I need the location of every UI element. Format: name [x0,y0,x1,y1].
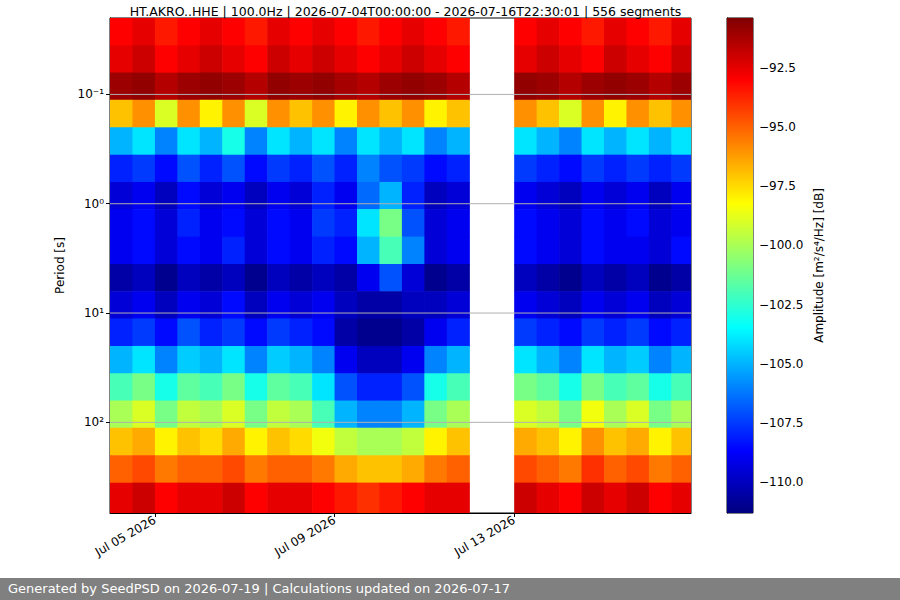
svg-text:HT.AKRO..HHE | 100.0Hz | 2026-: HT.AKRO..HHE | 100.0Hz | 2026-07-04T00:0… [130,4,682,19]
svg-text:Amplitude [m²/s⁴/Hz] [dB]: Amplitude [m²/s⁴/Hz] [dB] [812,188,826,343]
svg-text:−107.5: −107.5 [759,416,803,430]
svg-text:Period [s]: Period [s] [53,237,67,294]
svg-text:−105.0: −105.0 [759,357,803,371]
svg-text:Jul 09 2026: Jul 09 2026 [271,513,338,560]
svg-text:10¹: 10¹ [84,306,104,320]
svg-text:−100.0: −100.0 [759,238,803,252]
svg-text:Jul 13 2026: Jul 13 2026 [451,513,518,560]
svg-text:−102.5: −102.5 [759,298,803,312]
svg-text:10²: 10² [84,415,104,429]
svg-text:10⁻¹: 10⁻¹ [78,87,105,101]
svg-text:10⁰: 10⁰ [84,197,104,211]
svg-text:−97.5: −97.5 [759,179,796,193]
svg-text:−110.0: −110.0 [759,475,803,489]
svg-text:Generated by SeedPSD on 2026-0: Generated by SeedPSD on 2026-07-19 | Cal… [8,581,510,596]
svg-text:−92.5: −92.5 [759,61,796,75]
svg-text:Jul 05 2026: Jul 05 2026 [92,513,159,560]
svg-text:−95.0: −95.0 [759,120,796,134]
